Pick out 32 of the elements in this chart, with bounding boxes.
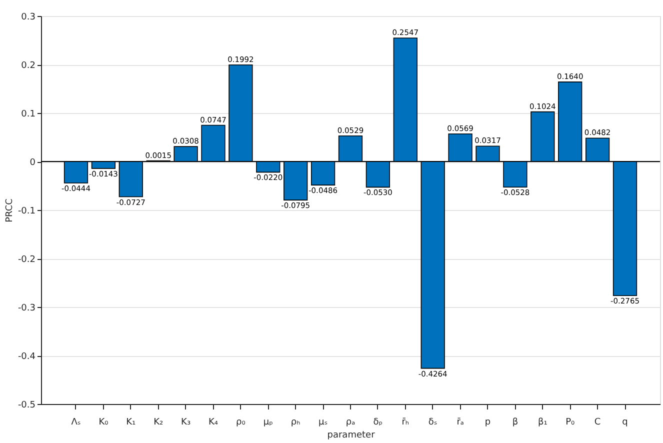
y-tick-label: 0.2 bbox=[21, 61, 36, 71]
x-tick-label: δₛ bbox=[428, 418, 438, 428]
y-tick-label: 0.1 bbox=[21, 110, 36, 120]
y-axis-title: PRCC bbox=[4, 198, 15, 222]
x-tick-label: β₁ bbox=[538, 418, 548, 428]
x-tick-label: r̄ₕ bbox=[402, 418, 410, 428]
y-tick-label: -0.3 bbox=[18, 304, 36, 314]
x-tick-label: P₀ bbox=[566, 418, 576, 428]
x-tick-label: C bbox=[594, 418, 601, 428]
x-tick-label: K₄ bbox=[208, 418, 218, 428]
x-tick-label: β bbox=[512, 418, 518, 428]
y-tick-label: -0.2 bbox=[18, 255, 36, 265]
x-tick-label: q bbox=[622, 418, 628, 428]
y-tick-label: 0 bbox=[30, 158, 36, 168]
y-tick-label: -0.4 bbox=[18, 352, 36, 362]
x-tick-label: r̄ₐ bbox=[456, 418, 464, 428]
x-tick-label: K₀ bbox=[98, 418, 109, 428]
x-axis-title: parameter bbox=[327, 430, 376, 440]
x-tick-label: ρ₀ bbox=[236, 418, 246, 428]
y-tick-label: -0.1 bbox=[18, 206, 36, 216]
y-tick-label: -0.5 bbox=[18, 400, 36, 410]
x-tick-label: δₚ bbox=[373, 418, 383, 428]
x-tick-label: ρₐ bbox=[346, 418, 356, 428]
x-tick-label: μₚ bbox=[263, 418, 274, 428]
x-tick-label: Λₛ bbox=[71, 418, 81, 428]
x-tick-label: K₁ bbox=[126, 418, 136, 428]
x-tick-label: ρₕ bbox=[290, 418, 301, 428]
x-tick-label: K₂ bbox=[154, 418, 164, 428]
x-tick-label: μₛ bbox=[318, 418, 328, 428]
x-tick-label: K₃ bbox=[181, 418, 191, 428]
x-tick-label: p bbox=[484, 418, 491, 428]
y-tick-label: 0.3 bbox=[21, 12, 36, 22]
